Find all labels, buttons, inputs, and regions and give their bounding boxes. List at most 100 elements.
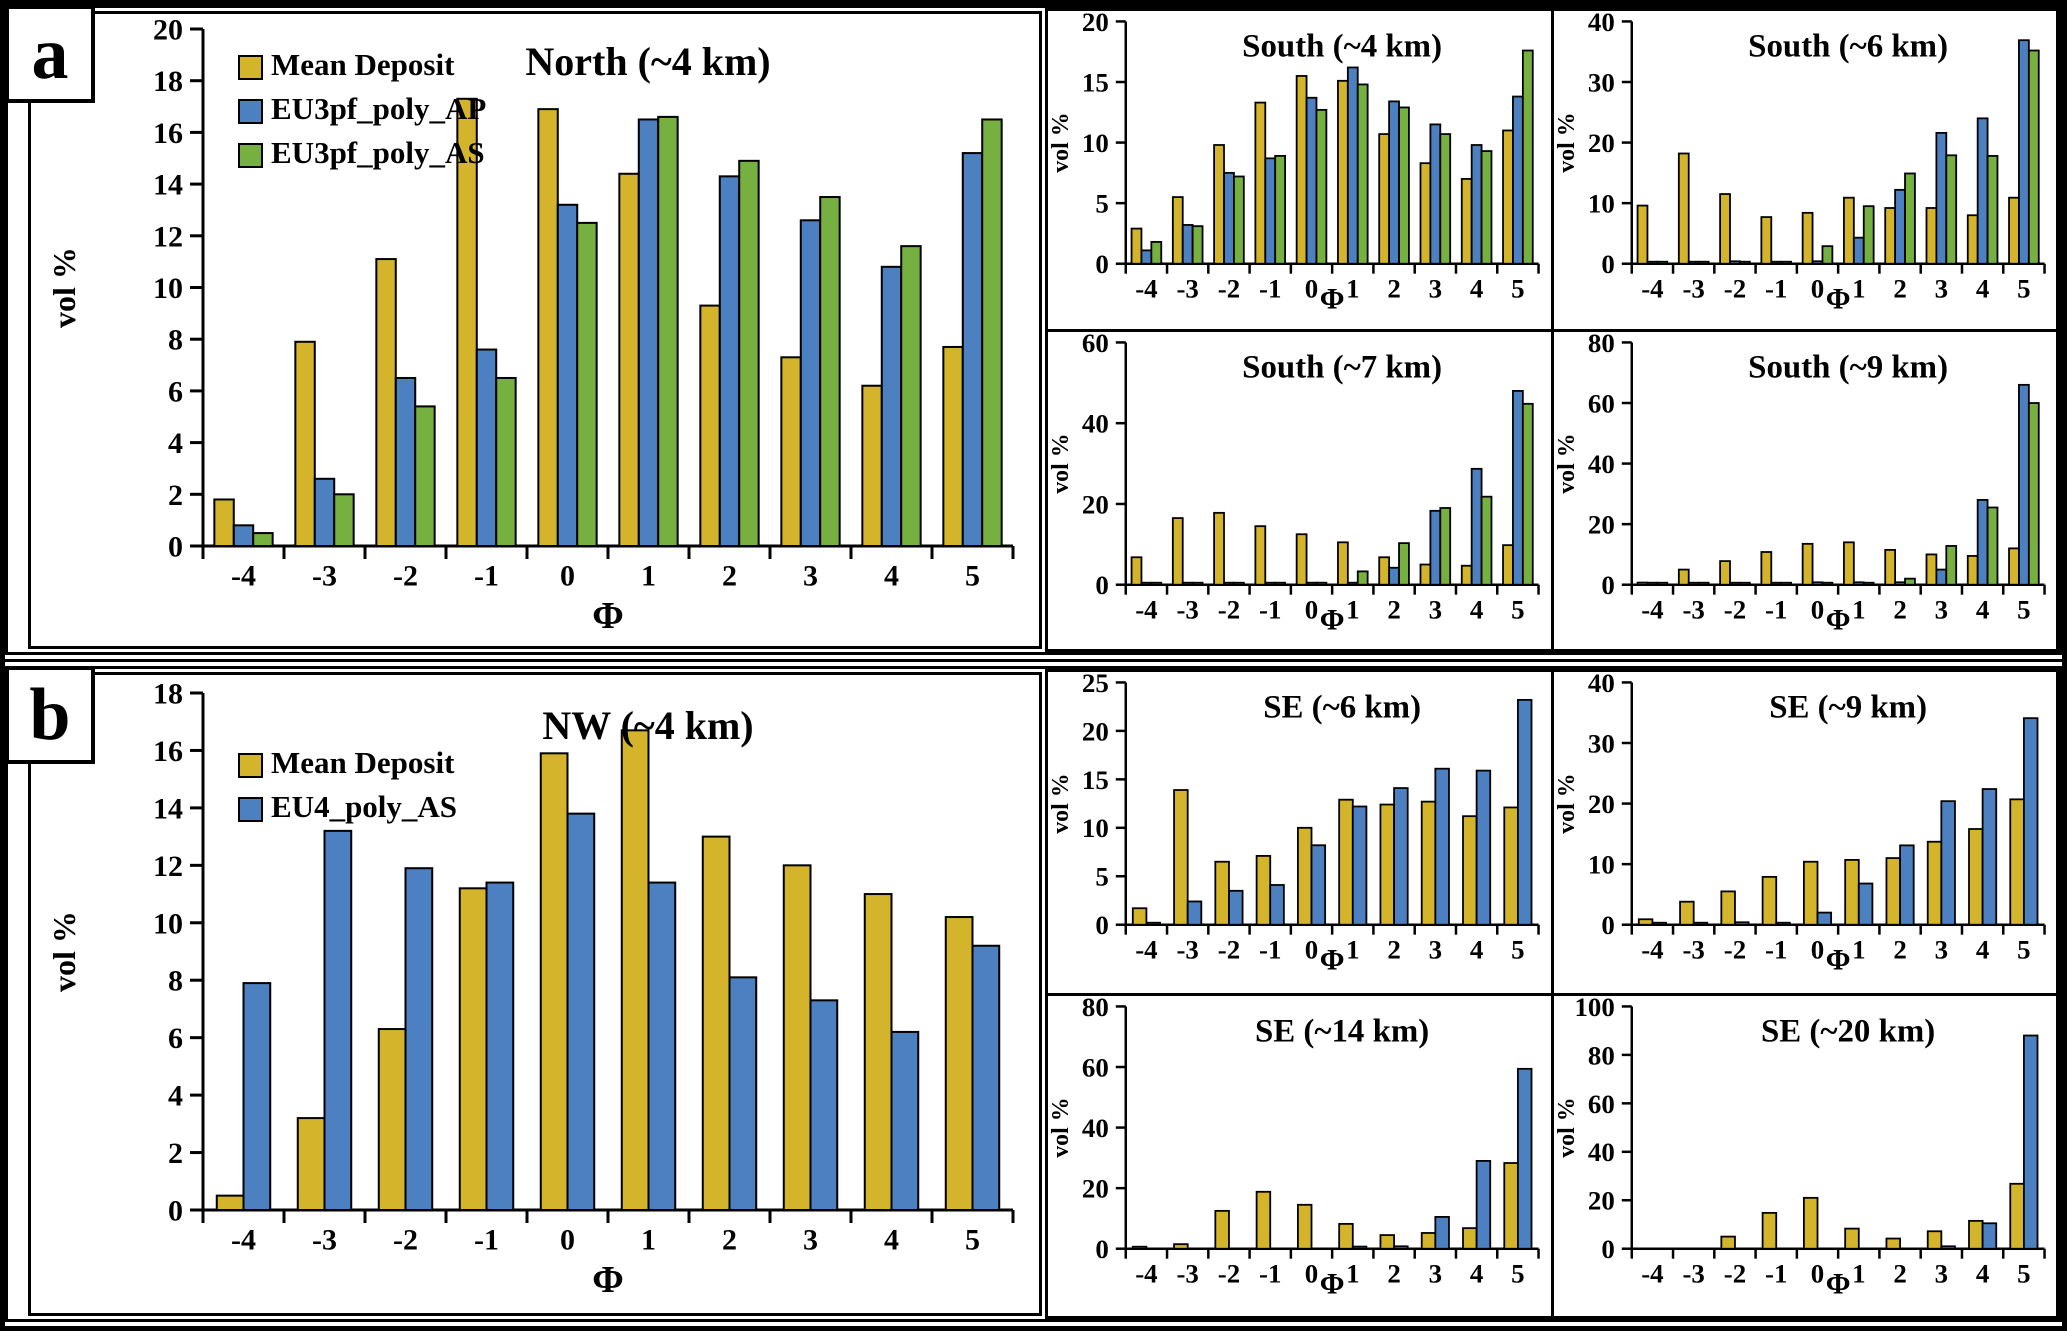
x-tick-label: 1 <box>641 559 656 592</box>
bar-eu4-poly-as-phi-3 <box>1939 800 1956 926</box>
y-tick-label: 40 <box>1587 11 1614 37</box>
x-tick-label: 4 <box>1470 273 1483 303</box>
x-axis: -4 -3 -2 -1 0 1 2 3 4 5 <box>201 545 1015 592</box>
bar-eu3pf-poly-ap-phi-1 <box>1346 66 1359 265</box>
bar-eu4-poly-as-phi-3 <box>1434 1215 1450 1250</box>
bar-eu3pf-poly-as-phi--3 <box>1697 260 1709 265</box>
x-tick-label: -4 <box>231 1223 256 1256</box>
x-tick-label: 0 <box>560 559 575 592</box>
x-tick-label: 3 <box>1429 1258 1442 1288</box>
bar-mean-deposit-phi-2 <box>1378 555 1391 586</box>
bar-eu3pf-poly-ap-phi--1 <box>1769 260 1782 265</box>
bar-eu3pf-poly-ap-phi--1 <box>475 348 498 547</box>
bar-eu4-poly-as-phi-5 <box>2022 717 2038 926</box>
bar-mean-deposit-phi-5 <box>944 915 974 1211</box>
x-tick-label: 5 <box>965 1223 980 1256</box>
bar-mean-deposit-phi-0 <box>1295 75 1308 265</box>
y-tick-label: 20 <box>1587 789 1614 819</box>
y-axis: 0 2 4 6 8 10 12 14 16 18 <box>153 679 203 1227</box>
x-tick-label: 1 <box>641 1223 656 1256</box>
y-tick-label: 10 <box>1082 813 1109 843</box>
bars <box>1719 1034 2038 1250</box>
bar-mean-deposit-phi--2 <box>1718 559 1731 586</box>
y-tick-label: 0 <box>168 1194 183 1227</box>
bar-mean-deposit-phi-4 <box>863 892 893 1211</box>
bar-eu4-poly-as-phi-0 <box>566 812 596 1211</box>
bar-eu4-poly-as-phi--2 <box>1733 921 1749 926</box>
bar-eu3pf-poly-as-phi--3 <box>333 492 355 547</box>
y-axis: 0 20 40 60 80 <box>1082 996 1126 1264</box>
bar-mean-deposit-phi-3 <box>780 355 802 547</box>
y-axis: 0 20 40 60 80 <box>1587 332 1632 600</box>
bar-eu3pf-poly-ap-phi-0 <box>1305 96 1318 265</box>
bar-eu3pf-poly-ap-phi--4 <box>232 523 255 547</box>
y-tick-label: 20 <box>1587 509 1614 539</box>
bar-mean-deposit-phi-4 <box>1967 1219 1984 1250</box>
x-tick-label: -3 <box>1682 934 1704 964</box>
x-tick-label: 5 <box>1511 594 1524 624</box>
y-tick-label: 20 <box>1587 1185 1614 1215</box>
bar-eu3pf-poly-ap-phi--4 <box>1140 249 1153 265</box>
bar-eu3pf-poly-as-phi-2 <box>738 159 760 547</box>
bar-mean-deposit-phi-5 <box>1503 806 1519 926</box>
chart-title: South (~4 km) <box>1242 28 1442 64</box>
bar-mean-deposit-phi-3 <box>1926 840 1942 926</box>
bar-mean-deposit-phi-2 <box>699 304 721 547</box>
x-tick-label: 0 <box>1305 594 1318 624</box>
y-tick-label: 80 <box>1082 996 1109 1022</box>
y-axis-title: vol % <box>1554 773 1580 833</box>
bar-mean-deposit-phi--2 <box>1719 1235 1736 1250</box>
x-tick-label: -4 <box>1641 1258 1663 1288</box>
bar-eu3pf-poly-as-phi-1 <box>1862 581 1875 586</box>
x-tick-label: 0 <box>1305 1258 1318 1288</box>
bars <box>1130 49 1534 265</box>
bar-mean-deposit-phi-4 <box>1967 828 1984 926</box>
bar-mean-deposit-phi-1 <box>1337 540 1349 586</box>
x-tick-label: 4 <box>1470 594 1483 624</box>
bar-eu4-poly-as-phi-4 <box>1475 1159 1492 1250</box>
legend-label-eu3pf-poly-ap: EU3pf_poly_AP <box>271 91 486 126</box>
x-tick-label: 2 <box>1387 273 1400 303</box>
legend: Mean Deposit EU4_poly_AS <box>238 745 457 824</box>
y-axis-title: vol % <box>1554 112 1580 172</box>
panel-b-label: b <box>5 666 95 764</box>
bar-eu3pf-poly-as-phi--1 <box>495 376 517 547</box>
bar-mean-deposit-phi-1 <box>1843 859 1860 926</box>
x-tick-label: -4 <box>1641 594 1663 624</box>
bar-mean-deposit-phi-1 <box>1842 540 1855 586</box>
bar-mean-deposit-phi-0 <box>1801 542 1813 586</box>
bar-mean-deposit-phi--3 <box>1171 196 1184 265</box>
y-tick-label: 18 <box>153 65 183 98</box>
x-axis: -4 -3 -2 -1 0 1 2 3 4 5 <box>201 1209 1015 1256</box>
bar-eu3pf-poly-ap-phi--4 <box>1646 260 1658 265</box>
bar-eu4-poly-as-phi-4 <box>890 1030 920 1211</box>
x-tick-label: 1 <box>1852 1258 1865 1288</box>
bar-mean-deposit-phi-2 <box>1885 857 1901 926</box>
bar-eu4-poly-as-phi--3 <box>1186 900 1203 926</box>
x-axis: -4 -3 -2 -1 0 1 2 3 4 5 <box>1630 263 2046 303</box>
y-tick-label: 60 <box>1082 1052 1109 1082</box>
bar-eu4-poly-as-phi-0 <box>1310 844 1327 926</box>
bar-eu3pf-poly-as-phi--4 <box>1150 241 1163 265</box>
x-tick-label: -2 <box>1723 1258 1745 1288</box>
bar-eu3pf-poly-as-phi-1 <box>1862 205 1875 265</box>
legend-swatch-eu3pf-poly-as <box>238 142 263 168</box>
x-tick-label: -2 <box>393 1223 418 1256</box>
y-tick-label: 0 <box>1095 1234 1108 1264</box>
y-tick-label: 0 <box>1095 249 1108 279</box>
bar-mean-deposit-phi-3 <box>1419 162 1432 265</box>
bar-eu3pf-poly-ap-phi-4 <box>1470 144 1483 265</box>
bar-eu3pf-poly-as-phi--2 <box>1738 581 1751 586</box>
bar-eu4-poly-as-phi-2 <box>728 975 758 1211</box>
legend-label-eu3pf-poly-as: EU3pf_poly_AS <box>271 135 485 170</box>
bar-eu4-poly-as-phi-2 <box>1393 1244 1409 1250</box>
x-tick-label: -2 <box>1218 1258 1240 1288</box>
bar-mean-deposit-phi--3 <box>294 340 316 547</box>
